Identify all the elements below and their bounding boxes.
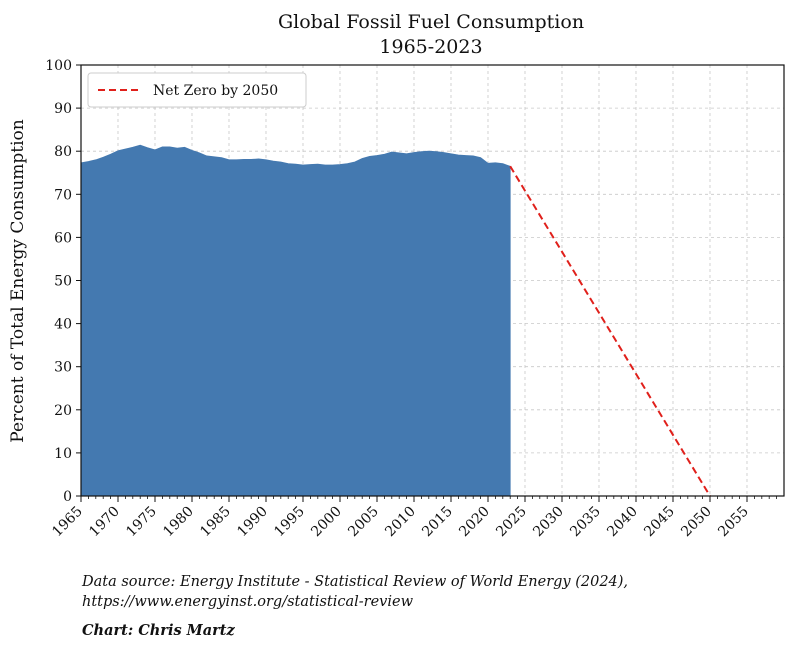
y-tick-label: 70 xyxy=(54,187,72,203)
x-tick-label: 2040 xyxy=(604,504,641,541)
x-tick-label: 2045 xyxy=(641,504,678,541)
y-tick-label: 40 xyxy=(54,317,72,333)
y-tick-label: 100 xyxy=(45,58,72,74)
x-tick-label: 1980 xyxy=(160,504,197,541)
x-tick-label: 2030 xyxy=(530,504,567,541)
data-source-line-2: https://www.energyinst.org/statistical-r… xyxy=(82,594,414,610)
x-tick-label: 2020 xyxy=(456,504,493,541)
x-tick-label: 1970 xyxy=(86,504,123,541)
x-tick-label: 1995 xyxy=(271,504,308,541)
chart-subtitle: 1965-2023 xyxy=(379,36,482,58)
legend: Net Zero by 2050 xyxy=(87,72,307,108)
x-tick-label: 2010 xyxy=(382,504,419,541)
y-tick-label: 90 xyxy=(54,101,72,117)
y-tick-label: 10 xyxy=(54,446,72,462)
x-tick-label: 1990 xyxy=(234,504,271,541)
area-layer xyxy=(80,144,511,497)
y-axis-label: Percent of Total Energy Consumption xyxy=(8,119,28,442)
legend-label-net-zero: Net Zero by 2050 xyxy=(153,83,278,99)
y-tick-label: 0 xyxy=(63,489,72,505)
chart-credit: Chart: Chris Martz xyxy=(82,622,235,639)
x-tick-label: 2050 xyxy=(678,504,715,541)
x-tick-label: 2015 xyxy=(419,504,456,541)
x-tick-label: 2035 xyxy=(567,504,604,541)
x-tick-label: 2000 xyxy=(308,504,345,541)
x-tick-label: 1975 xyxy=(123,504,160,541)
x-tick-label: 1985 xyxy=(197,504,234,541)
y-tick-label: 20 xyxy=(54,403,72,419)
y-tick-label: 50 xyxy=(54,274,72,290)
y-tick-label: 60 xyxy=(54,230,72,246)
chart-title: Global Fossil Fuel Consumption xyxy=(278,11,584,33)
line-layer xyxy=(509,165,711,497)
x-tick-label: 2055 xyxy=(715,504,752,541)
y-tick-label: 80 xyxy=(54,144,72,160)
data-source-line-1: Data source: Energy Institute - Statisti… xyxy=(82,574,629,590)
x-tick-label: 2025 xyxy=(493,504,530,541)
y-axis: 0 10 20 30 40 50 60 70 80 90 100 xyxy=(45,58,81,505)
legend-box xyxy=(87,72,307,108)
x-axis: 1965 1970 1975 1980 1985 1990 1995 2000 2005 2010… xyxy=(49,496,777,541)
net-zero-line xyxy=(509,165,711,497)
x-tick-label: 2005 xyxy=(345,504,382,541)
fossil-fuel-share-area xyxy=(80,144,511,497)
y-tick-label: 30 xyxy=(54,360,72,376)
x-tick-label: 1965 xyxy=(49,504,86,541)
